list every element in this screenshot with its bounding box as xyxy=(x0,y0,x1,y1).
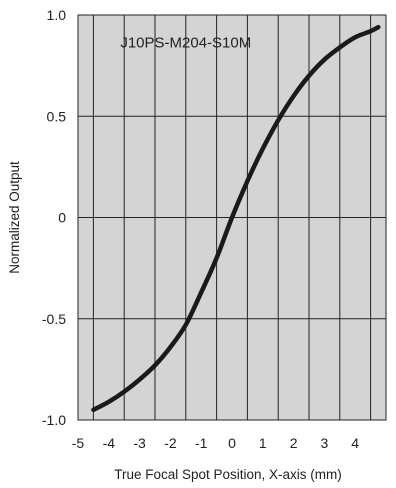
x-tick-label: -3 xyxy=(133,435,146,451)
output-curve xyxy=(91,24,381,413)
y-tick-label: 0.5 xyxy=(47,108,67,124)
y-axis-label: Normalized Output xyxy=(7,161,22,274)
x-tick-label: 4 xyxy=(351,435,359,451)
curve-group xyxy=(91,24,381,413)
x-tick-label: -2 xyxy=(164,435,177,451)
grid xyxy=(78,15,386,420)
x-tick-label: 1 xyxy=(259,435,267,451)
x-tick-labels: -5 -4 -3 -2 -1 0 1 2 3 4 xyxy=(72,435,360,451)
sensor-model-annotation: J10PS-M204-S10M xyxy=(120,34,251,51)
x-tick-label: 2 xyxy=(290,435,298,451)
x-axis-label: True Focal Spot Position, X-axis (mm) xyxy=(114,467,342,482)
x-tick-label: -5 xyxy=(72,435,85,451)
x-tick-label: -1 xyxy=(195,435,208,451)
y-tick-labels: 1.0 0.5 0 -0.5 -1.0 xyxy=(42,7,66,428)
y-tick-label: -0.5 xyxy=(42,311,66,327)
x-tick-label: 0 xyxy=(228,435,236,451)
plot-frame xyxy=(77,14,387,421)
y-tick-label: -1.0 xyxy=(42,412,66,428)
y-tick-label: 1.0 xyxy=(47,7,67,23)
x-tick-label: 3 xyxy=(321,435,329,451)
x-tick-label: -4 xyxy=(103,435,116,451)
y-tick-label: 0 xyxy=(58,210,66,226)
